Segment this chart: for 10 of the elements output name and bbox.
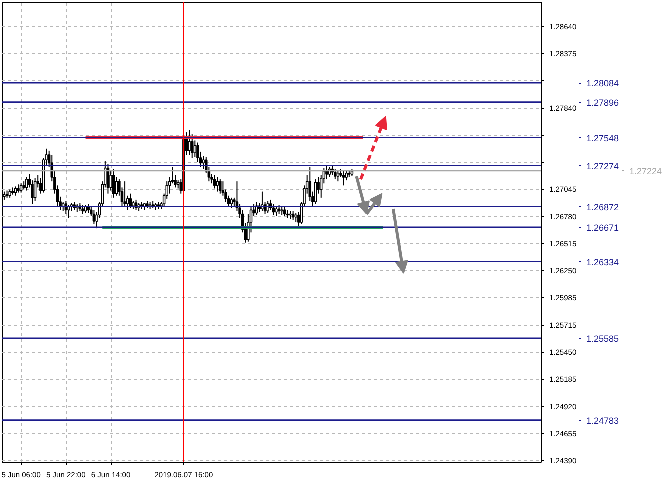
ref-line-label: 1.25585 bbox=[586, 334, 620, 344]
ref-line-label: 1.28084 bbox=[586, 78, 620, 89]
ref-line-label: 1.27896 bbox=[586, 98, 620, 108]
ref-line-label: 1.26334 bbox=[586, 257, 620, 268]
ref-line-label: 1.24783 bbox=[586, 416, 620, 426]
ref-line-label: 1.27274 bbox=[586, 161, 620, 172]
ref-line-label: 1.27224 bbox=[630, 166, 662, 176]
ref-line-label: 1.26671 bbox=[586, 222, 620, 233]
ref-line-label: 1.27548 bbox=[586, 133, 620, 144]
ref-line-label: 1.26872 bbox=[586, 202, 620, 212]
